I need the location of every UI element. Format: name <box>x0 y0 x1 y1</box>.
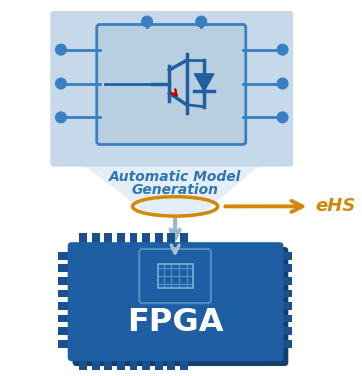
Bar <box>167 356 175 370</box>
FancyBboxPatch shape <box>68 242 283 361</box>
Circle shape <box>56 44 66 55</box>
Polygon shape <box>82 164 261 214</box>
Text: Generation: Generation <box>132 183 219 197</box>
Bar <box>130 356 138 370</box>
Bar <box>279 327 292 335</box>
Circle shape <box>56 112 66 123</box>
Bar <box>142 232 150 246</box>
Bar <box>79 356 87 370</box>
Bar <box>58 252 72 259</box>
Bar <box>117 232 125 246</box>
FancyBboxPatch shape <box>139 249 211 303</box>
Bar <box>279 252 292 259</box>
Bar <box>58 327 72 335</box>
Bar <box>105 232 112 246</box>
Circle shape <box>196 16 207 27</box>
FancyBboxPatch shape <box>72 247 288 366</box>
Circle shape <box>277 44 288 55</box>
Bar <box>58 277 72 285</box>
Circle shape <box>142 16 152 27</box>
Bar <box>180 356 188 370</box>
Text: Automatic Model: Automatic Model <box>109 170 241 183</box>
Text: FPGA: FPGA <box>127 307 223 338</box>
Bar <box>180 232 188 246</box>
Circle shape <box>56 78 66 89</box>
Bar <box>92 356 100 370</box>
Bar <box>279 264 292 272</box>
Bar <box>105 356 112 370</box>
Bar <box>58 340 72 348</box>
Bar <box>58 302 72 310</box>
Bar <box>58 290 72 297</box>
Bar <box>279 340 292 348</box>
Bar <box>142 356 150 370</box>
Bar <box>279 290 292 297</box>
Bar <box>279 302 292 310</box>
Circle shape <box>277 78 288 89</box>
Bar <box>167 232 175 246</box>
Polygon shape <box>194 74 214 91</box>
Bar <box>79 232 87 246</box>
Bar <box>155 356 163 370</box>
Bar <box>58 264 72 272</box>
Bar <box>279 277 292 285</box>
FancyBboxPatch shape <box>97 24 246 144</box>
Bar <box>279 315 292 323</box>
Circle shape <box>277 112 288 123</box>
Bar <box>158 264 193 288</box>
Bar <box>92 232 100 246</box>
FancyBboxPatch shape <box>50 11 293 167</box>
Bar <box>58 315 72 323</box>
Bar <box>155 232 163 246</box>
Bar <box>117 356 125 370</box>
Text: eHS: eHS <box>315 197 356 215</box>
Bar <box>130 232 138 246</box>
